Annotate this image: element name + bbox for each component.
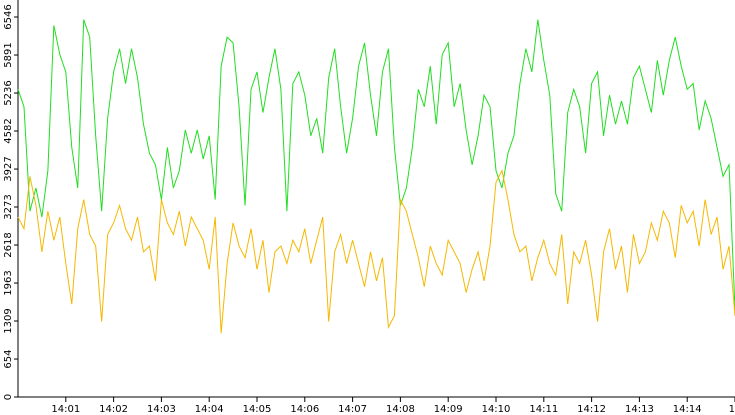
x-tick-label: 14 (729, 404, 735, 415)
x-tick-label: 14:06 (290, 404, 319, 415)
x-tick-label: 14:09 (434, 404, 463, 415)
x-tick-label: 14:14 (673, 404, 702, 415)
x-tick-label: 14:08 (386, 404, 415, 415)
y-tick-label: 654 (3, 349, 14, 368)
y-tick-label: 3927 (3, 156, 14, 181)
series-line (17, 169, 735, 334)
y-tick-label: 1309 (3, 308, 14, 333)
x-tick-label: 14:02 (99, 404, 128, 415)
x-tick-label: 14:10 (482, 404, 511, 415)
x-tick-label: 14:05 (243, 404, 272, 415)
y-tick-label: 4582 (3, 118, 14, 143)
x-tick-label: 14:11 (529, 404, 558, 415)
x-tick-label: 14:03 (147, 404, 176, 415)
y-tick-label: 3273 (3, 194, 14, 219)
x-tick-label: 14:13 (625, 404, 654, 415)
y-tick-label: 5891 (3, 42, 14, 67)
x-tick-label: 14:07 (338, 404, 367, 415)
x-tick-label: 14:04 (195, 404, 224, 415)
y-tick-label: 1963 (3, 270, 14, 295)
y-tick-label: 5236 (3, 80, 14, 105)
y-tick-label: 0 (3, 394, 14, 400)
x-tick-label: 14:12 (577, 404, 606, 415)
series-line (17, 19, 735, 310)
y-tick-label: 6546 (3, 4, 14, 29)
x-tick-label: 14:01 (51, 404, 80, 415)
y-tick-label: 2618 (3, 232, 14, 257)
